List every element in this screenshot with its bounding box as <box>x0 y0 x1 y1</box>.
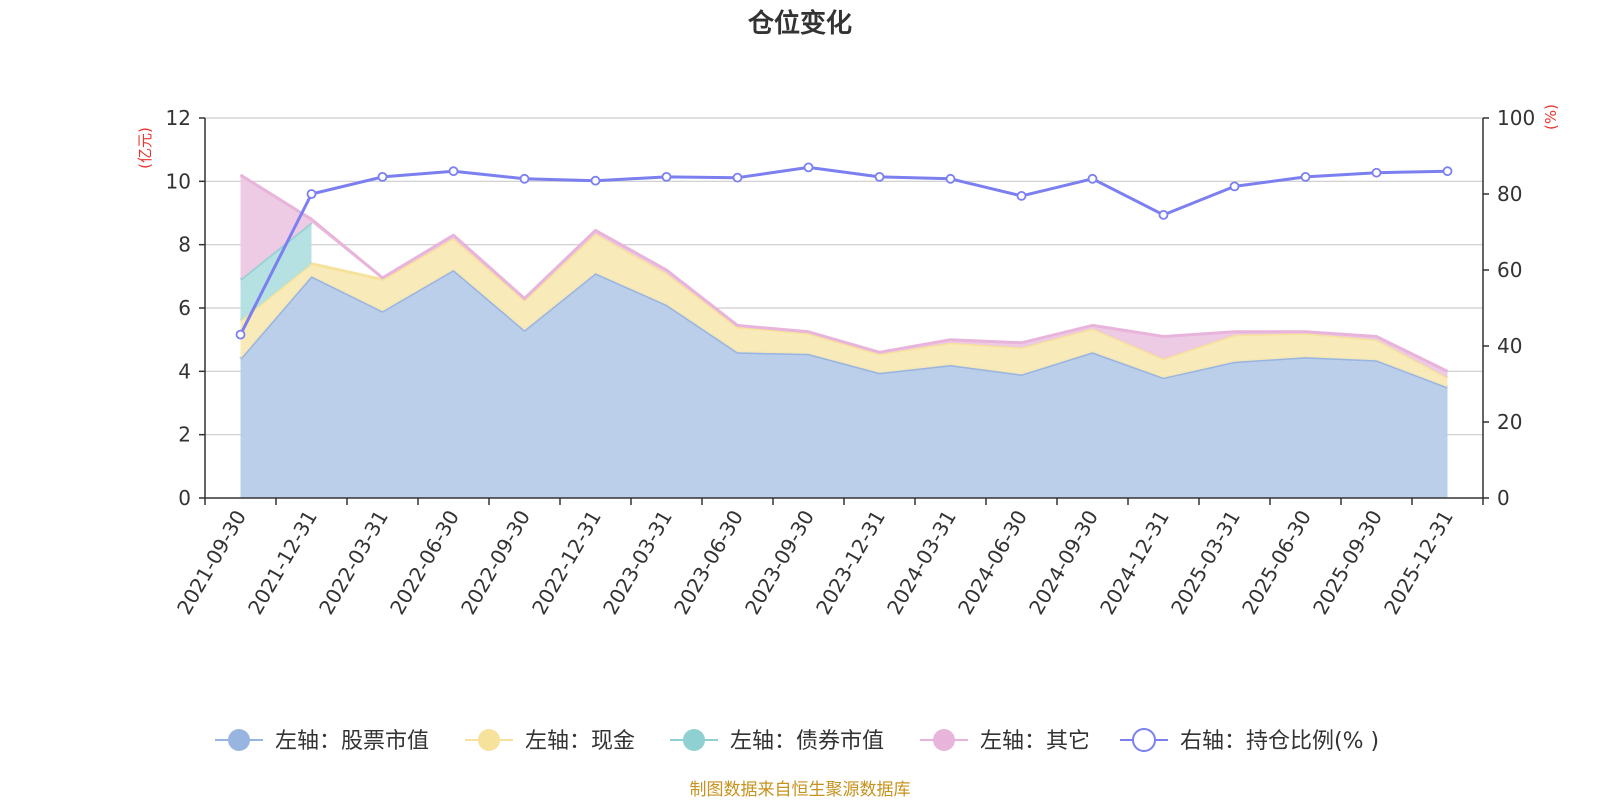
x-tick-label: 2025-09-30 <box>1308 506 1387 619</box>
right-tick-label: 0 <box>1497 486 1510 510</box>
ratio-point <box>1371 167 1382 178</box>
x-tick-label: 2021-12-31 <box>243 506 322 619</box>
ratio-point <box>803 162 814 173</box>
legend-item-0: 左轴：股票市值 <box>215 729 429 754</box>
right-axis-unit-label: (%) <box>1542 104 1560 130</box>
stacked-areas <box>239 173 1449 498</box>
legend-label: 左轴：股票市值 <box>275 729 429 754</box>
ratio-point <box>1158 209 1169 220</box>
legend-label: 左轴：债券市值 <box>730 729 884 754</box>
area-series-1 <box>240 233 1448 388</box>
chart-title: 仓位变化 <box>747 8 852 39</box>
right-tick-label: 60 <box>1497 258 1522 282</box>
x-tick-label: 2024-03-31 <box>882 506 961 619</box>
ratio-point <box>1442 166 1453 177</box>
right-tick-label: 80 <box>1497 182 1522 206</box>
ratio-point <box>874 171 885 182</box>
right-tick-label: 40 <box>1497 334 1522 358</box>
left-tick-label: 4 <box>178 359 191 383</box>
x-tick-label: 2023-03-31 <box>598 506 677 619</box>
area-series-0 <box>240 270 1448 498</box>
ratio-point <box>1229 181 1240 192</box>
ratio-point <box>732 172 743 183</box>
legend-swatch-dot <box>478 729 500 751</box>
ratio-line-path <box>239 165 1448 336</box>
ratio-point <box>1016 190 1027 201</box>
x-tick-label: 2022-06-30 <box>385 506 464 619</box>
x-tick-label: 2025-06-30 <box>1237 506 1316 619</box>
left-tick-label: 2 <box>178 423 191 447</box>
legend-item-3: 左轴：其它 <box>920 729 1090 754</box>
x-tick-label: 2025-03-31 <box>1166 506 1245 619</box>
x-tick-label: 2022-12-31 <box>527 506 606 619</box>
legend-swatch-dot <box>683 729 705 751</box>
legend: 左轴：股票市值 左轴：现金 左轴：债券市值 左轴：其它 右轴：持仓比例(% ) <box>215 728 1379 754</box>
legend-item-2: 左轴：债券市值 <box>670 729 884 754</box>
ratio-point <box>377 171 388 182</box>
legend-label: 左轴：现金 <box>525 729 635 754</box>
left-tick-label: 8 <box>178 233 191 257</box>
ratio-point <box>590 175 601 186</box>
legend-item-1: 左轴：现金 <box>465 729 635 754</box>
x-tick-label: 2025-12-31 <box>1379 506 1458 619</box>
ratio-point <box>945 173 956 184</box>
data-source-footer: 制图数据来自恒生聚源数据库 <box>690 780 911 800</box>
ratio-point <box>235 329 246 340</box>
ratio-point <box>1087 173 1098 184</box>
left-tick-label: 0 <box>178 486 191 510</box>
x-tick-label: 2024-06-30 <box>953 506 1032 619</box>
ratio-point <box>1300 171 1311 182</box>
left-tick-label: 12 <box>166 106 191 130</box>
x-tick-label: 2021-09-30 <box>172 506 251 619</box>
x-tick-label: 2022-03-31 <box>314 506 393 619</box>
x-tick-label: 2024-09-30 <box>1024 506 1103 619</box>
x-tick-label: 2023-09-30 <box>740 506 819 619</box>
ratio-point <box>661 171 672 182</box>
legend-swatch-dot <box>1132 728 1156 752</box>
left-tick-label: 10 <box>166 169 191 193</box>
legend-swatch-dot <box>228 729 250 751</box>
legend-label: 左轴：其它 <box>980 729 1090 754</box>
x-tick-label: 2022-09-30 <box>456 506 535 619</box>
ratio-line <box>235 162 1453 340</box>
x-tick-label: 2023-12-31 <box>811 506 890 619</box>
left-tick-label: 6 <box>178 296 191 320</box>
right-tick-label: 20 <box>1497 410 1522 434</box>
ratio-point <box>448 166 459 177</box>
legend-label: 右轴：持仓比例(% ) <box>1180 729 1379 754</box>
x-tick-label: 2024-12-31 <box>1095 506 1174 619</box>
ratio-point <box>519 173 530 184</box>
area-series-edge-3 <box>239 173 1449 373</box>
legend-item-4: 右轴：持仓比例(% ) <box>1120 728 1379 754</box>
left-axis-unit-label: (亿元) <box>136 127 154 169</box>
right-tick-label: 100 <box>1497 106 1535 130</box>
ratio-point <box>306 189 317 199</box>
x-tick-label: 2023-06-30 <box>669 506 748 619</box>
legend-swatch-dot <box>933 729 955 751</box>
